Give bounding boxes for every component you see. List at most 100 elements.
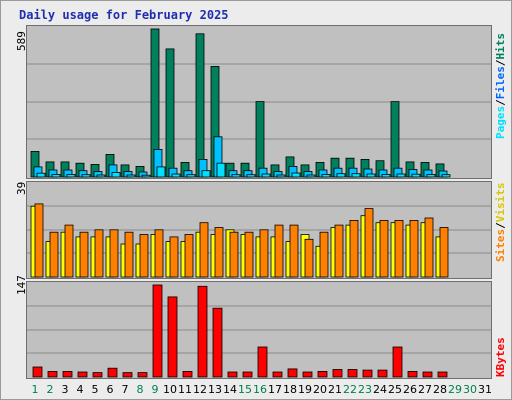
bar-pages-day-3 bbox=[66, 174, 76, 178]
bar-pages-day-22 bbox=[351, 173, 361, 178]
bar-pages-day-24 bbox=[381, 174, 391, 178]
day-label-19: 19 bbox=[298, 383, 312, 396]
bar-sites-day-10 bbox=[169, 236, 179, 278]
day-label-27: 27 bbox=[418, 383, 432, 396]
bar-kbytes-day-21 bbox=[332, 369, 343, 378]
bar-sites-day-14 bbox=[229, 231, 239, 278]
bar-kbytes-day-27 bbox=[422, 371, 433, 378]
bar-pages-day-27 bbox=[426, 174, 436, 178]
bar-sites-day-19 bbox=[304, 238, 314, 278]
bar-sites-day-17 bbox=[274, 224, 284, 278]
bar-sites-day-6 bbox=[109, 229, 119, 278]
bar-kbytes-day-11 bbox=[182, 370, 193, 378]
bar-pages-day-19 bbox=[306, 174, 316, 178]
day-label-5: 5 bbox=[91, 383, 99, 396]
bar-sites-day-2 bbox=[49, 231, 59, 278]
bar-kbytes-day-26 bbox=[407, 370, 418, 378]
bar-pages-day-14 bbox=[231, 174, 241, 178]
bar-sites-day-11 bbox=[184, 234, 194, 278]
bar-pages-day-28 bbox=[441, 174, 451, 178]
bar-kbytes-day-3 bbox=[62, 370, 73, 378]
day-label-14: 14 bbox=[223, 383, 237, 396]
bar-pages-day-16 bbox=[261, 173, 271, 178]
bar-kbytes-day-9 bbox=[152, 284, 163, 378]
bar-hits-day-10 bbox=[165, 48, 175, 178]
bar-kbytes-day-28 bbox=[437, 371, 448, 378]
day-label-13: 13 bbox=[208, 383, 222, 396]
day-label-31: 31 bbox=[478, 383, 492, 396]
day-label-22: 22 bbox=[343, 383, 357, 396]
day-label-28: 28 bbox=[433, 383, 447, 396]
day-label-26: 26 bbox=[403, 383, 417, 396]
bar-kbytes-day-10 bbox=[167, 296, 178, 378]
bar-hits-day-12 bbox=[195, 33, 205, 178]
day-label-17: 17 bbox=[268, 383, 282, 396]
bar-pages-day-10 bbox=[171, 173, 181, 178]
bar-sites-day-16 bbox=[259, 229, 269, 278]
bar-pages-day-4 bbox=[81, 174, 91, 178]
day-label-29: 29 bbox=[448, 383, 462, 396]
day-label-18: 18 bbox=[283, 383, 297, 396]
bar-kbytes-day-17 bbox=[272, 371, 283, 378]
day-label-24: 24 bbox=[373, 383, 387, 396]
day-label-9: 9 bbox=[151, 383, 159, 396]
bar-sites-day-23 bbox=[364, 208, 374, 278]
bar-sites-day-15 bbox=[244, 231, 254, 278]
bar-kbytes-day-16 bbox=[257, 346, 268, 378]
day-label-30: 30 bbox=[463, 383, 477, 396]
bar-pages-day-9 bbox=[156, 166, 166, 178]
day-label-23: 23 bbox=[358, 383, 372, 396]
bar-kbytes-day-23 bbox=[362, 369, 373, 378]
day-label-2: 2 bbox=[46, 383, 54, 396]
bar-pages-day-1 bbox=[36, 172, 46, 178]
bar-kbytes-day-15 bbox=[242, 371, 253, 378]
bar-pages-day-8 bbox=[141, 174, 151, 178]
bar-kbytes-day-4 bbox=[77, 371, 88, 378]
bar-sites-day-5 bbox=[94, 229, 104, 278]
bar-pages-day-12 bbox=[201, 170, 211, 178]
day-label-6: 6 bbox=[106, 383, 114, 396]
bar-sites-day-3 bbox=[64, 224, 74, 278]
day-label-4: 4 bbox=[76, 383, 84, 396]
day-label-1: 1 bbox=[31, 383, 39, 396]
bar-sites-day-7 bbox=[124, 231, 134, 278]
bar-pages-day-17 bbox=[276, 174, 286, 178]
bar-kbytes-day-25 bbox=[392, 346, 403, 378]
bar-pages-day-6 bbox=[111, 172, 121, 178]
bar-kbytes-day-19 bbox=[302, 371, 313, 378]
bar-kbytes-day-8 bbox=[137, 372, 148, 378]
day-label-10: 10 bbox=[163, 383, 177, 396]
bar-sites-day-20 bbox=[319, 231, 329, 278]
chart-title: Daily usage for February 2025 bbox=[19, 8, 229, 22]
bar-sites-day-22 bbox=[349, 219, 359, 278]
bar-pages-day-13 bbox=[216, 162, 226, 178]
bar-sites-day-27 bbox=[424, 217, 434, 278]
bar-hits-day-25 bbox=[390, 101, 400, 178]
day-label-3: 3 bbox=[61, 383, 69, 396]
bar-sites-day-26 bbox=[409, 219, 419, 278]
bar-pages-day-7 bbox=[126, 174, 136, 178]
bar-pages-day-15 bbox=[246, 174, 256, 178]
bar-sites-day-18 bbox=[289, 224, 299, 278]
bar-pages-day-20 bbox=[321, 174, 331, 178]
bar-sites-day-13 bbox=[214, 227, 224, 278]
bar-kbytes-day-18 bbox=[287, 368, 298, 378]
day-label-25: 25 bbox=[388, 383, 402, 396]
bar-kbytes-day-1 bbox=[32, 366, 43, 378]
bar-sites-day-9 bbox=[154, 229, 164, 278]
bar-hits-day-16 bbox=[255, 101, 265, 178]
bar-sites-day-25 bbox=[394, 219, 404, 278]
bar-sites-day-1 bbox=[34, 203, 44, 278]
bar-kbytes-day-13 bbox=[212, 307, 223, 378]
day-label-21: 21 bbox=[328, 383, 342, 396]
bar-pages-day-11 bbox=[186, 174, 196, 178]
bar-pages-day-2 bbox=[51, 174, 61, 178]
bar-kbytes-day-24 bbox=[377, 369, 388, 378]
bar-sites-day-21 bbox=[334, 224, 344, 278]
day-label-15: 15 bbox=[238, 383, 252, 396]
bar-sites-day-12 bbox=[199, 222, 209, 278]
bar-pages-day-25 bbox=[396, 173, 406, 178]
bar-pages-day-21 bbox=[336, 173, 346, 178]
